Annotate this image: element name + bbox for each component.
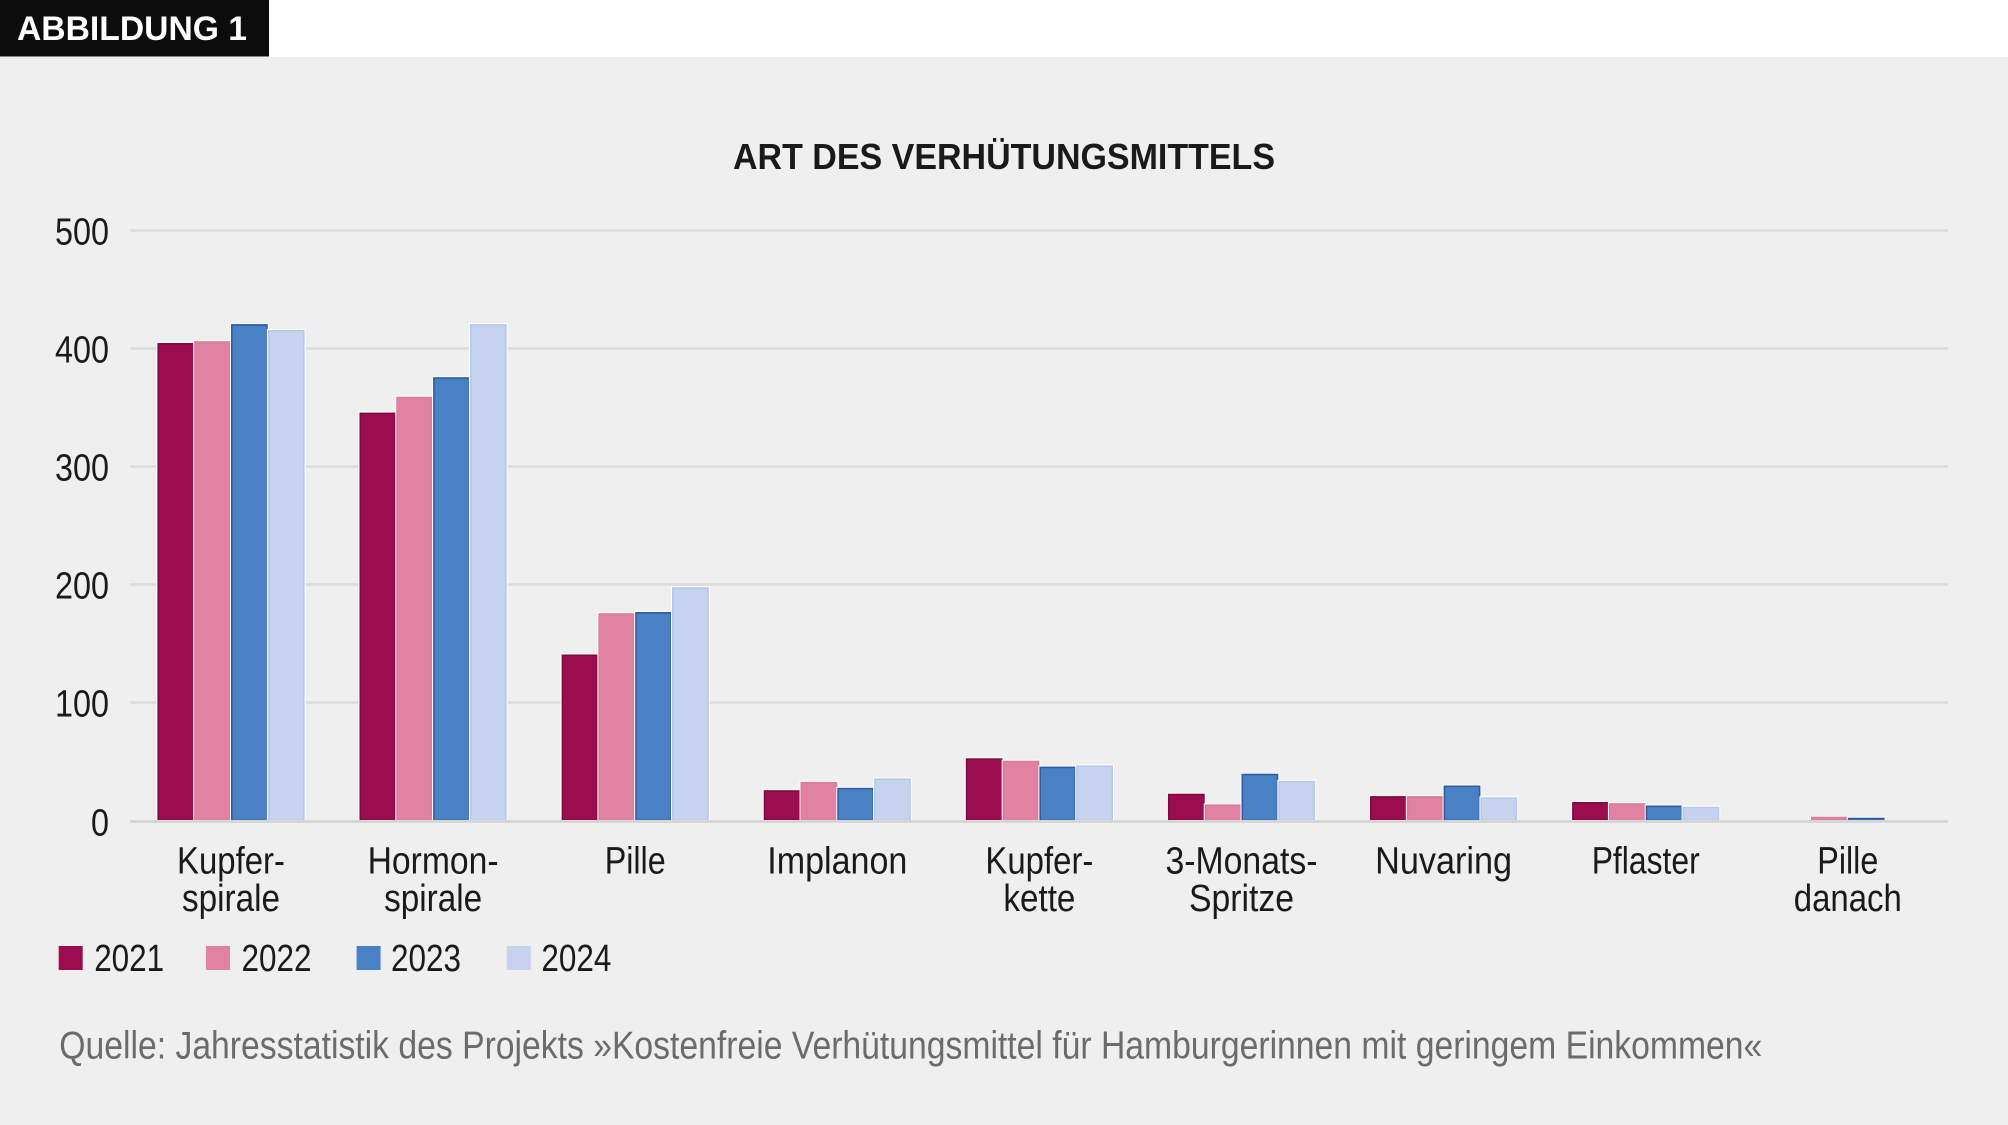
- svg-text:2024: 2024: [541, 938, 611, 980]
- svg-text:kette: kette: [1003, 878, 1075, 920]
- svg-text:200: 200: [55, 565, 109, 607]
- svg-text:Pflaster: Pflaster: [1592, 840, 1700, 882]
- svg-text:danach: danach: [1794, 878, 1902, 920]
- svg-text:spirale: spirale: [182, 878, 280, 920]
- svg-text:3-Monats-: 3-Monats-: [1166, 840, 1318, 882]
- svg-text:Kupfer-: Kupfer-: [985, 840, 1093, 882]
- svg-text:spirale: spirale: [384, 878, 482, 920]
- svg-text:Nuvaring: Nuvaring: [1375, 840, 1512, 882]
- svg-text:Pille: Pille: [1817, 840, 1878, 882]
- svg-text:Implanon: Implanon: [767, 840, 907, 882]
- svg-text:100: 100: [55, 683, 109, 725]
- svg-text:ABBILDUNG 1: ABBILDUNG 1: [17, 10, 247, 48]
- svg-text:2023: 2023: [391, 938, 461, 980]
- svg-text:500: 500: [55, 211, 109, 253]
- svg-text:Kupfer-: Kupfer-: [177, 840, 285, 882]
- svg-text:400: 400: [55, 329, 109, 371]
- svg-text:Pille: Pille: [605, 840, 666, 882]
- svg-text:Hormon-: Hormon-: [368, 840, 499, 882]
- svg-text:0: 0: [91, 802, 109, 844]
- svg-text:Spritze: Spritze: [1189, 878, 1294, 920]
- svg-text:ART DES VERHÜTUNGSMITTELS: ART DES VERHÜTUNGSMITTELS: [733, 136, 1275, 177]
- svg-text:Quelle: Jahresstatistik des Pr: Quelle: Jahresstatistik des Projekts »Ko…: [59, 1025, 1762, 1068]
- svg-text:2021: 2021: [94, 938, 164, 980]
- svg-text:2022: 2022: [242, 938, 312, 980]
- svg-text:300: 300: [55, 447, 109, 489]
